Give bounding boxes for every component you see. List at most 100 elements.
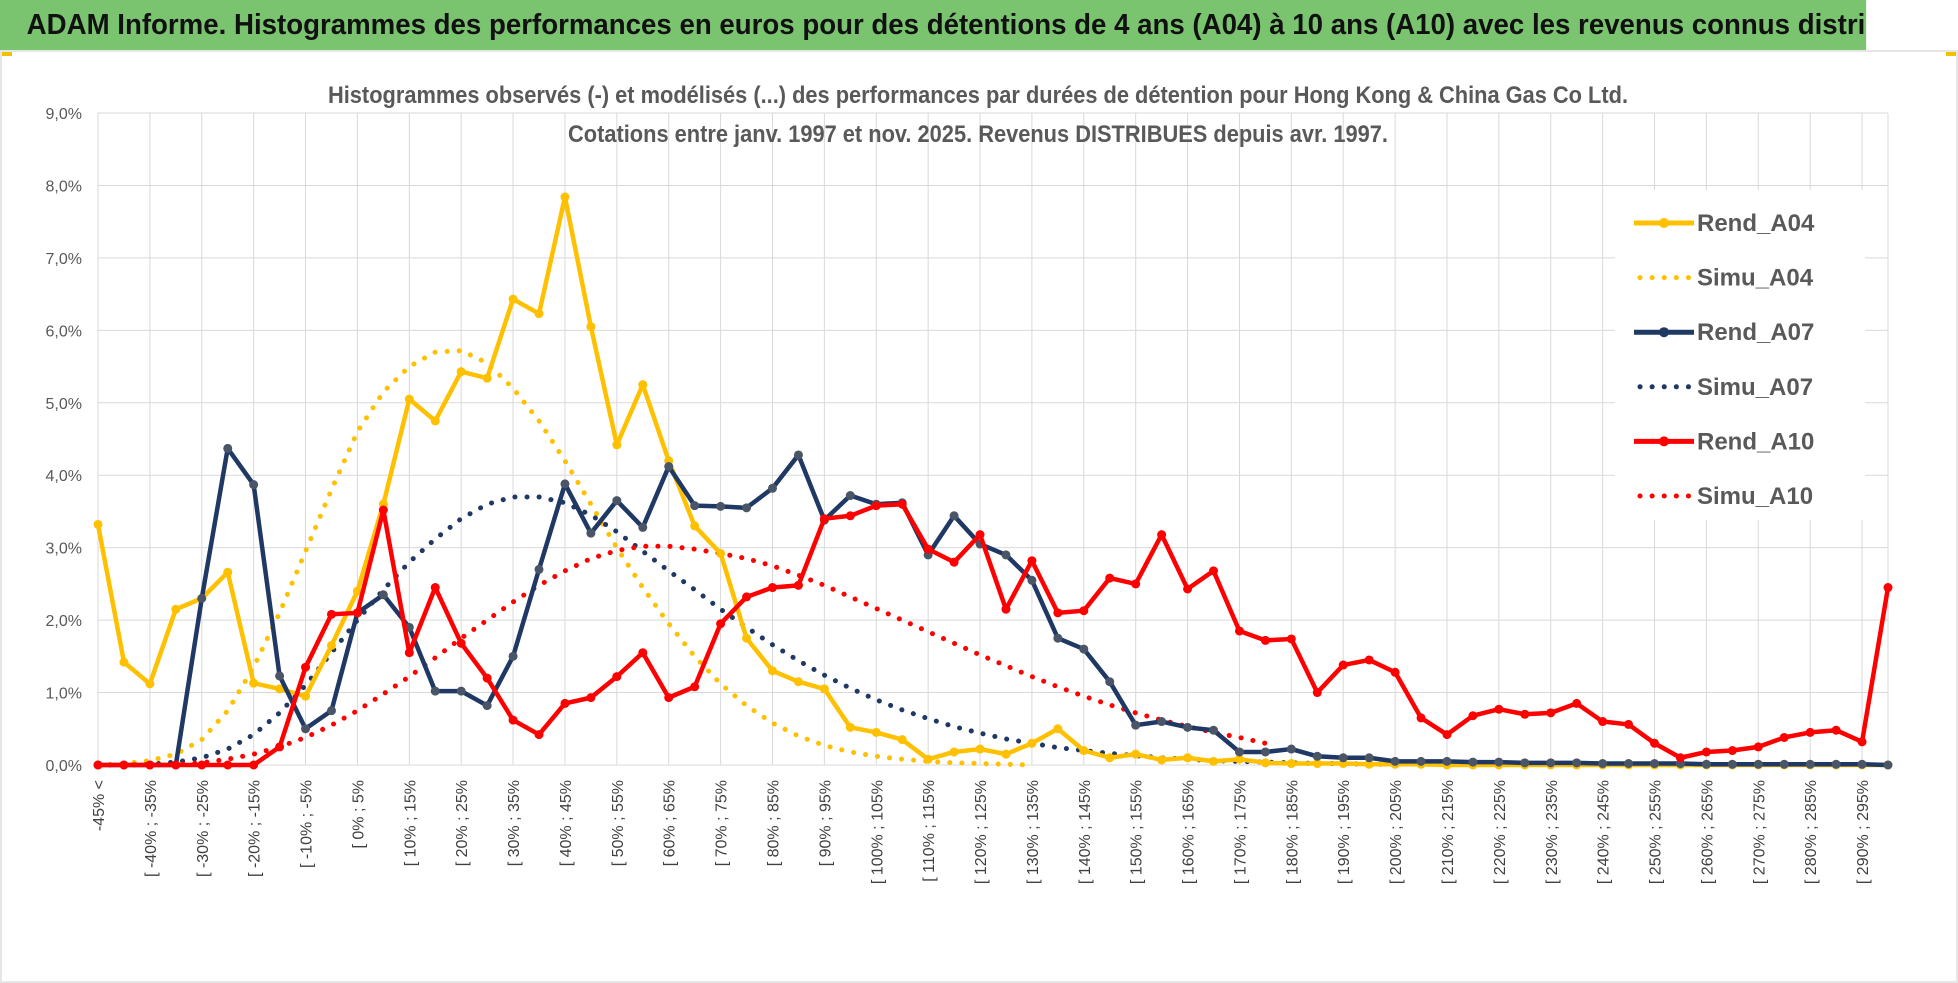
x-tick-label: [ -20% ; -15%: [247, 780, 264, 877]
banner-corner-right: [1946, 50, 1958, 56]
data-point-rend-a10: [1857, 737, 1867, 747]
data-point-rend-a04: [845, 722, 855, 732]
data-point-rend-a04: [897, 735, 907, 745]
data-point-rend-a10: [1883, 583, 1893, 593]
x-tick-label: [ 30% ; 35%: [506, 780, 523, 866]
data-point-rend-a07: [1546, 758, 1556, 768]
data-point-rend-a07: [301, 724, 311, 734]
y-tick-label: 9,0%: [46, 106, 82, 123]
x-tick-label: [ 250% ; 255%: [1648, 780, 1665, 884]
data-point-rend-a10: [871, 501, 881, 511]
legend: Rend_A04 Simu_A04 Rend_A07 Simu_A07 Rend_A10…: [1615, 190, 1865, 520]
data-point-rend-a07: [275, 671, 285, 681]
data-point-rend-a10: [1468, 711, 1478, 721]
data-point-rend-a07: [586, 528, 596, 538]
data-point-rend-a07: [326, 706, 336, 716]
data-point-rend-a10: [456, 638, 466, 648]
data-point-rend-a10: [1624, 719, 1634, 729]
data-point-rend-a04: [1131, 749, 1141, 759]
x-tick-label: [ 20% ; 25%: [454, 780, 471, 866]
x-tick-label: [ 70% ; 75%: [714, 780, 731, 866]
data-point-rend-a10: [1209, 566, 1219, 576]
x-tick-label: [ 200% ; 205%: [1388, 780, 1405, 884]
data-point-rend-a10: [197, 760, 207, 770]
data-point-rend-a07: [1105, 677, 1115, 687]
data-point-rend-a10: [949, 557, 959, 567]
data-point-rend-a10: [897, 499, 907, 509]
data-point-rend-a07: [1234, 747, 1244, 757]
data-point-rend-a07: [249, 480, 259, 490]
y-tick-label: 1,0%: [46, 686, 82, 703]
data-point-rend-a07: [456, 686, 466, 696]
x-tick-label: [ 50% ; 55%: [610, 780, 627, 866]
data-point-rend-a04: [1027, 738, 1037, 748]
data-point-rend-a10: [93, 760, 103, 770]
data-point-rend-a04: [949, 747, 959, 757]
chart-title-line1: Histogrammes observés (-) et modélisés (…: [328, 82, 1628, 109]
x-tick-label: [ -10% ; -5%: [299, 780, 316, 868]
x-tick-label: [ 230% ; 235%: [1544, 780, 1561, 884]
x-tick-label: [ 190% ; 195%: [1336, 780, 1353, 884]
data-point-rend-a04: [716, 548, 726, 558]
x-tick-label: [ 150% ; 155%: [1129, 780, 1146, 884]
data-point-rend-a04: [301, 691, 311, 701]
x-tick-label: [ 100% ; 105%: [869, 780, 886, 884]
data-point-rend-a04: [586, 322, 596, 332]
x-tick-label: [ 220% ; 225%: [1492, 780, 1509, 884]
data-point-rend-a04: [430, 416, 440, 426]
data-point-rend-a10: [1027, 556, 1037, 566]
data-point-rend-a10: [1001, 604, 1011, 614]
data-point-rend-a07: [1338, 753, 1348, 763]
data-point-rend-a07: [1286, 744, 1296, 754]
series-line-rend-a10: [98, 501, 1891, 768]
data-point-rend-a04: [1001, 749, 1011, 759]
data-point-rend-a10: [508, 715, 518, 725]
data-point-rend-a10: [1442, 730, 1452, 740]
data-point-rend-a10: [1650, 738, 1660, 748]
data-point-rend-a04: [508, 294, 518, 304]
data-point-rend-a07: [1053, 633, 1063, 643]
data-point-rend-a10: [1805, 727, 1815, 737]
y-axis-ticks: 0,0% 1,0% 2,0% 3,0% 4,0% 5,0% 6,0% 7,0% 8,0% 9,0%: [46, 106, 82, 775]
x-tick-label: [ 120% ; 125%: [973, 780, 990, 884]
data-point-rend-a10: [1131, 579, 1141, 589]
legend-label-simu-a10: Simu_A10: [1697, 483, 1813, 510]
data-point-rend-a10: [586, 693, 596, 703]
data-point-rend-a10: [1546, 708, 1556, 718]
data-point-rend-a07: [560, 479, 570, 489]
series-line-simu-a10: [95, 543, 1268, 768]
data-point-rend-a10: [1157, 530, 1167, 540]
data-point-rend-a04: [456, 367, 466, 377]
data-point-rend-a10: [1390, 667, 1400, 677]
data-point-rend-a10: [534, 730, 544, 740]
data-point-rend-a07: [1883, 760, 1893, 770]
data-point-rend-a07: [1442, 756, 1452, 766]
data-point-rend-a04: [249, 678, 259, 688]
data-point-rend-a10: [1753, 742, 1763, 752]
data-point-rend-a07: [1079, 644, 1089, 654]
data-point-rend-a07: [1779, 759, 1789, 769]
data-point-rend-a10: [690, 682, 700, 692]
data-point-rend-a10: [716, 619, 726, 629]
data-point-rend-a10: [352, 608, 362, 618]
data-point-rend-a07: [1494, 757, 1504, 767]
data-point-rend-a10: [1286, 634, 1296, 644]
data-point-rend-a04: [1183, 753, 1193, 763]
data-point-rend-a04: [482, 373, 492, 383]
data-point-rend-a10: [1779, 732, 1789, 742]
data-point-rend-a10: [793, 580, 803, 590]
data-point-rend-a07: [716, 501, 726, 511]
x-tick-label: -45% <: [91, 780, 108, 831]
data-point-rend-a10: [1416, 713, 1426, 723]
data-point-rend-a04: [404, 394, 414, 404]
data-point-rend-a10: [638, 648, 648, 658]
data-point-rend-a07: [197, 593, 207, 603]
x-tick-label: [ 180% ; 185%: [1284, 780, 1301, 884]
data-point-rend-a10: [1183, 584, 1193, 594]
report-banner: ADAM Informe. Histogrammes des performan…: [0, 0, 1867, 50]
y-tick-label: 8,0%: [46, 178, 82, 195]
data-point-rend-a04: [275, 684, 285, 694]
data-point-rend-a10: [1727, 746, 1737, 756]
data-point-rend-a07: [1416, 756, 1426, 766]
